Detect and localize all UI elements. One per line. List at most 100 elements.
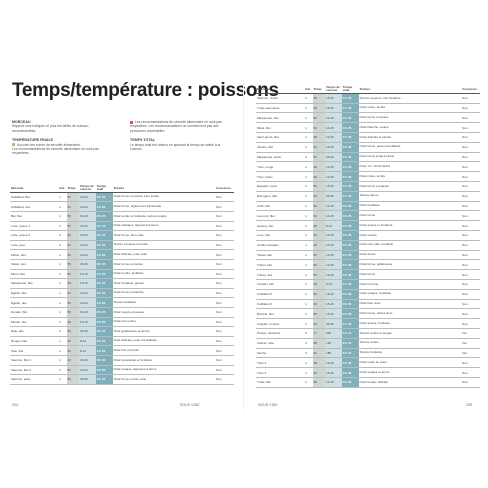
table-cell: 52 — [312, 142, 326, 153]
column-header: Temp. — [312, 86, 326, 94]
table-cell: 0 h 40 — [341, 191, 359, 202]
table-cell: Non — [215, 211, 234, 222]
table-cell: Non — [461, 289, 480, 300]
table-cell: 0 h 30 — [341, 289, 359, 300]
table-row: Églefin, dos 1 55 15-20 0 h 30 Texture feuill… — [10, 297, 234, 308]
column-header: Temp. — [66, 185, 80, 193]
table-cell: Mulet, filet — [256, 122, 305, 133]
table-cell: 15-25 — [79, 230, 96, 241]
table-cell: Non — [461, 112, 480, 124]
table-cell: Non — [461, 220, 480, 231]
table-cell: Oui — [461, 338, 480, 349]
table-cell: 1 — [304, 308, 313, 320]
column-header: Morceau — [10, 185, 59, 193]
table-row: Rouget, filet 1 48 8-12 0 h 20 Chair délicate… — [10, 336, 234, 347]
table-cell: 0 h 30 — [341, 357, 359, 369]
table-cell: Texture fondante — [358, 348, 462, 359]
table-cell: Flétan, filet — [10, 249, 59, 260]
legend-heading: TEMPÉRATURE FINALE — [12, 138, 54, 143]
table-cell: Chair tendre et fondante, texture souple — [112, 211, 216, 222]
table-cell: Texture feuilletée — [112, 297, 216, 308]
table-cell: Non — [461, 142, 480, 153]
table-cell: Thon 3 — [256, 367, 305, 378]
table-cell: 0 h 25 — [95, 211, 113, 222]
table-row: Bar, filet 1 50 10-15 0 h 25 Chair tendre et … — [10, 211, 234, 222]
table-cell: 5 h 15 — [341, 328, 359, 339]
table-row: Raie, aile 2 55 20-30 0 h 40 Chair gélatineus… — [10, 326, 234, 337]
table-row: Cabillaud, filet 1 50 10-20 0 h 30 Chair ferm… — [10, 192, 234, 203]
table-cell: 1 — [58, 297, 67, 308]
table-cell: Chair ferme et grasse — [358, 112, 462, 124]
table-cell: Non — [461, 93, 480, 104]
table-cell: Maquereau, filet — [10, 278, 59, 289]
table-cell: 40 — [312, 161, 326, 173]
table-cell: Chair tendre, feuilletée — [112, 269, 216, 280]
table-cell: 0 h 25 — [341, 171, 359, 182]
table-cell: Oui — [461, 328, 480, 339]
table-cell: 0 h 30 — [95, 240, 113, 251]
table-cell: 10-20 — [79, 288, 96, 299]
table-cell: Lieu noir, filet — [256, 210, 305, 222]
table-cell: Non — [461, 279, 480, 290]
table-cell: Chair ferme, gélatineuse — [358, 259, 462, 271]
table-cell: 15-20 — [325, 308, 342, 320]
table-cell: Turbot, dos — [256, 269, 305, 280]
table-row: Calmar, tube 3 58 120 2 h 15 Texture tendre Ou… — [256, 338, 480, 349]
table-row: Hareng, filet 1 48 8-12 0 h 20 Chair grasse e… — [256, 220, 480, 231]
table-cell: 0 h 25 — [341, 161, 359, 173]
table-cell: 55 — [66, 297, 80, 308]
legend-text: Les recommandations de sécurité alimenta… — [130, 120, 222, 133]
table-cell: 10-15 — [79, 317, 96, 328]
table-row: Turbot, filet 1 50 10-15 0 h 25 Chair ferme, … — [256, 259, 480, 271]
table-cell: Non — [461, 357, 480, 369]
table-cell: 3 — [304, 328, 313, 339]
table-cell: Chair souple et juteuse — [112, 307, 216, 318]
table-row: Saumon, filet 2 1 50 15-20 0 h 30 Chair opaqu… — [10, 365, 234, 376]
table-cell: 50 — [66, 345, 80, 356]
table-cell: Non — [215, 269, 234, 280]
table-cell: 3 — [304, 338, 313, 349]
table-cell: 55 — [312, 308, 326, 320]
column-header: Conserver — [215, 185, 234, 193]
table-cell: 15-25 — [79, 259, 96, 270]
table-cell: 15-25 — [79, 221, 96, 232]
table-cell: 10-15 — [325, 112, 342, 124]
table-cell: 1 — [304, 240, 313, 251]
table-cell: Chair ferme et juteuse — [358, 181, 462, 192]
table-cell: 1 — [304, 269, 313, 280]
table-cell: 0 h 30 — [341, 181, 359, 192]
table-cell: 15-20 — [325, 367, 342, 378]
table-cell: Maquereau, entier — [256, 152, 305, 163]
table-row: Lotte, joue 2 52 10-20 0 h 30 Texture soyeuse… — [10, 240, 234, 251]
table-cell: 52 — [66, 240, 80, 251]
table-cell: Chair ferme et bien cuite — [112, 374, 216, 385]
column-header: Temps total — [95, 185, 113, 193]
table-cell: Chair ferme, peau croustillante — [358, 142, 462, 153]
table-cell: Seiche — [256, 348, 305, 359]
table-cell: 1 — [304, 377, 313, 388]
legend-block: MORCEAU Rapport sont indiqués ici plus l… — [12, 120, 112, 156]
table-cell: Non — [215, 221, 234, 232]
table-row: Saumon, filet 1 1 42 15-20 0 h 30 Chair trans… — [10, 355, 234, 366]
table-cell: 1 — [58, 345, 67, 356]
column-header: Texture — [358, 86, 462, 94]
table-cell: 20-25 — [79, 374, 96, 385]
table-row: Saumon, pavé 1 55 20-25 0 h 35 Chair ferme et… — [10, 374, 234, 385]
right-table: Morceau Cat. Temp. Temps de cuisson Temps to… — [256, 86, 480, 388]
table-cell: Chair rosée, tendre — [358, 103, 462, 114]
table-cell: 0 h 20 — [341, 220, 359, 231]
table-row: Turbot, dos 1 55 15-20 0 h 30 Chair ferme Non — [256, 269, 480, 280]
table-cell: Colin, filet — [256, 201, 305, 212]
table-cell: 10-15 — [79, 211, 96, 222]
table-cell: Saumon, pavé — [10, 374, 59, 385]
table-row: Truite, filet 1 48 10-15 0 h 25 Chair tendre,… — [256, 377, 480, 388]
table-cell: Calmar, tube — [256, 338, 305, 349]
table-cell: 2 h 15 — [341, 338, 359, 349]
table-cell: Chair ferme, légèrement translucide — [112, 201, 216, 212]
table-cell: Non — [461, 269, 480, 280]
table-cell: Tilapia, filet — [256, 250, 305, 261]
table-cell: Chair ferme et nacrée, bien tendre — [112, 192, 216, 203]
table-cell: 1 — [304, 250, 313, 261]
table-cell: 10-15 — [325, 259, 342, 271]
